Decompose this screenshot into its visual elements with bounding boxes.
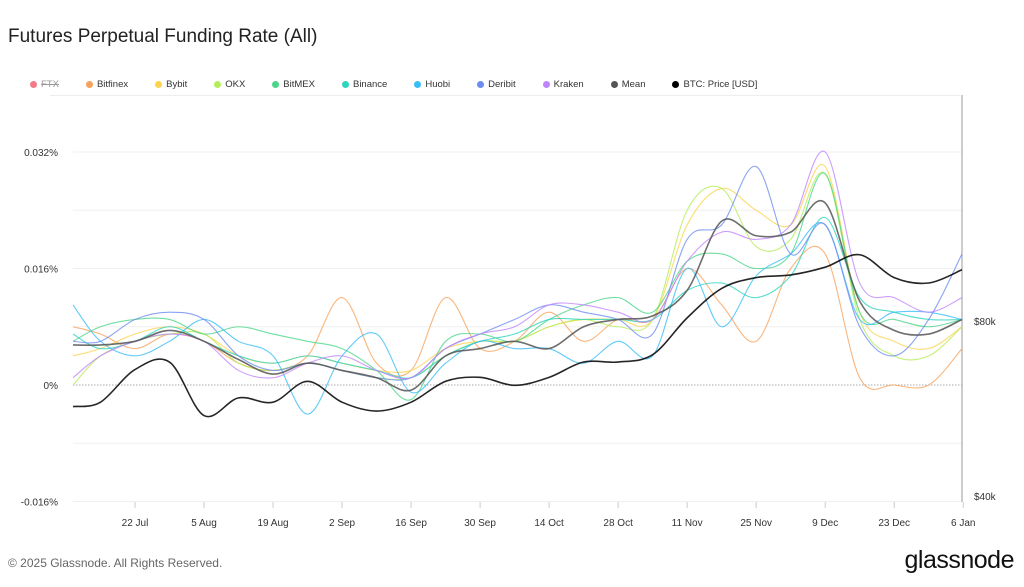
series-line-mean [72,199,963,392]
y-tick-label: 0.032% [24,148,58,159]
x-tick-label: 23 Dec [878,518,910,529]
legend-item-okx[interactable]: OKX [214,79,245,90]
legend-item-deribit[interactable]: Deribit [477,79,516,90]
legend-dot-icon [672,81,680,88]
legend-dot-icon [341,81,349,88]
legend-item-kraken[interactable]: Kraken [542,79,584,90]
legend-label: Bybit [166,79,188,90]
legend-label: Kraken [553,79,584,90]
legend-label: Binance [352,79,388,90]
legend-dot-icon [414,81,422,88]
series-line-deribit [72,165,963,381]
legend-dot-icon [542,81,550,88]
legend-dot-icon [610,81,618,88]
legend-label: BitMEX [283,79,315,90]
legend-dot-icon [30,81,37,88]
series-line-kraken [72,150,963,380]
legend-label: Bitfinex [96,79,129,90]
legend: FTX Bitfinex Bybit OKX BitMEX Binance Huobi Der… [30,79,784,90]
x-tick-label: 25 Nov [740,518,772,529]
legend-dot-icon [214,81,222,88]
legend-label: Mean [621,79,646,90]
x-tick-label: 6 Jan [951,518,975,529]
x-tick-label: 2 Sep [329,518,356,529]
series-line-okx [72,171,963,386]
legend-label: BTC: Price [USD] [683,79,758,90]
legend-item-binance[interactable]: Binance [341,79,388,90]
x-tick-label: 28 Oct [603,518,633,529]
series-line-binance [72,216,963,379]
series-line-bitmex [72,172,963,401]
legend-item-bitfinex[interactable]: Bitfinex [85,79,129,90]
y2-tick-label: $40k [974,492,997,503]
y-tick-label: 0.016% [24,265,58,276]
x-tick-label: 9 Dec [812,518,838,529]
legend-item-huobi[interactable]: Huobi [414,79,450,90]
legend-dot-icon [155,81,163,88]
x-tick-label: 16 Sep [395,518,427,529]
legend-dot-icon [272,81,280,88]
y2-tick-label: $80k [974,317,997,328]
glassnode-logo: glassnode [904,546,1015,574]
legend-item-btc-price-usd[interactable]: BTC: Price [USD] [672,79,757,90]
legend-item-bitmex[interactable]: BitMEX [272,79,315,90]
x-tick-label: 11 Nov [672,518,703,529]
legend-item-ftx[interactable]: FTX [30,79,59,90]
chart-title: Futures Perpetual Funding Rate (All) [8,26,318,47]
y-tick-label: -0.016% [21,498,58,509]
x-tick-label: 22 Jul [122,518,149,529]
x-tick-label: 19 Aug [257,518,288,529]
legend-dot-icon [85,81,93,88]
legend-item-bybit[interactable]: Bybit [155,79,187,90]
legend-item-mean[interactable]: Mean [610,79,646,90]
legend-dot-icon [477,81,485,88]
x-tick-label: 14 Oct [534,518,564,529]
series-line-btc-price-usd [72,253,963,418]
legend-label: Huobi [425,79,451,90]
legend-label: Deribit [488,79,516,90]
legend-label: FTX [41,79,59,90]
legend-label: OKX [225,79,246,90]
x-tick-label: 5 Aug [191,518,217,529]
copyright: © 2025 Glassnode. All Rights Reserved. [8,556,223,570]
y-tick-label: 0% [44,381,59,392]
x-tick-label: 30 Sep [464,518,496,529]
